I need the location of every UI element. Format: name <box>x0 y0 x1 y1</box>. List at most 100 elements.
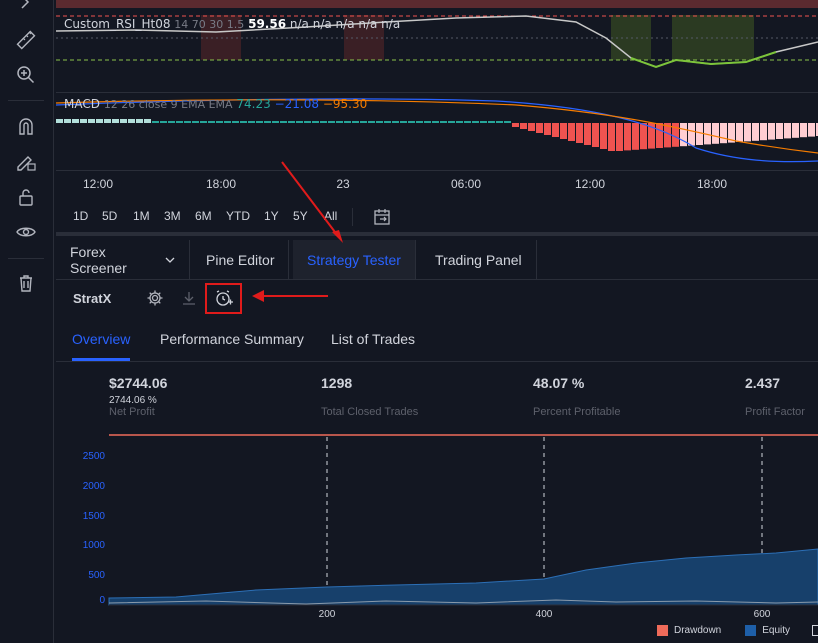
tab-label: Strategy Tester <box>307 251 401 268</box>
macd-histogram-bar <box>216 121 223 123</box>
range-1d[interactable]: 1D <box>73 209 89 223</box>
range-5y[interactable]: 5Y <box>293 209 308 223</box>
rsi-value: 59.56 <box>248 17 287 31</box>
macd-histogram-bar <box>472 121 479 123</box>
chevron-down-icon[interactable] <box>165 252 175 268</box>
y-tick: 1500 <box>83 511 106 522</box>
legend-equity[interactable]: Equity <box>762 625 791 636</box>
macd-histogram-bar <box>384 121 391 123</box>
buy-hold-swatch[interactable] <box>812 625 818 636</box>
tab-trading-panel[interactable]: Trading Panel <box>421 240 537 279</box>
macd-histogram-bar <box>488 121 495 123</box>
range-3m[interactable]: 3M <box>164 209 181 223</box>
tab-label: Trading Panel <box>435 251 522 268</box>
macd-histogram-bar <box>600 123 607 149</box>
rsi-name: Custom_RSI_Ht08 <box>64 17 171 31</box>
macd-histogram-bar <box>224 121 231 123</box>
subtab-performance-summary[interactable]: Performance Summary <box>160 331 304 347</box>
macd-histogram-bar <box>320 121 327 123</box>
macd-histogram-bar <box>536 123 543 133</box>
chevron-icon[interactable] <box>12 0 40 16</box>
equity-swatch <box>745 625 757 636</box>
closed-trades-value: 1298 <box>321 375 353 391</box>
macd-histogram-bar <box>808 123 815 137</box>
range-5d[interactable]: 5D <box>102 209 118 223</box>
percent-profitable-label: Percent Profitable <box>533 406 621 418</box>
macd-histogram-bar <box>96 119 103 123</box>
macd-histogram-bar <box>328 121 335 123</box>
subtab-overview[interactable]: Overview <box>72 331 131 347</box>
ruler-icon[interactable] <box>12 26 40 54</box>
tab-forex-screener[interactable]: Forex Screener <box>56 240 190 279</box>
macd-histogram-bar <box>296 121 303 123</box>
range-1m[interactable]: 1M <box>133 209 150 223</box>
stat-profit-factor: 2.437 Profit Factor <box>745 375 805 418</box>
macd-histogram-bar <box>128 119 135 123</box>
trash-icon[interactable] <box>12 269 40 297</box>
y-tick: 2500 <box>83 451 106 462</box>
macd-histogram-bar <box>312 121 319 123</box>
profit-factor-value: 2.437 <box>745 375 781 391</box>
legend-drawdown[interactable]: Drawdown <box>674 625 722 636</box>
macd-histogram-bar <box>144 119 151 123</box>
macd-histogram-bar <box>168 121 175 123</box>
strategy-name[interactable]: StratX <box>73 291 112 306</box>
rsi-legend: Custom_RSI_Ht08 14 70 30 1.5 59.56 n/a n… <box>64 17 400 31</box>
macd-histogram-bar <box>56 119 63 123</box>
macd-value-1: 74.23 <box>236 97 271 111</box>
macd-histogram-bar <box>112 119 119 123</box>
net-profit-label: Net Profit <box>109 406 155 418</box>
range-1y[interactable]: 1Y <box>264 209 279 223</box>
macd-histogram-bar <box>64 119 71 123</box>
profit-factor-label: Profit Factor <box>745 406 805 418</box>
time-axis: 12:00 18:00 23 06:00 12:00 18:00 <box>56 170 818 200</box>
macd-histogram-bar <box>672 123 679 147</box>
macd-histogram-bar <box>176 121 183 123</box>
range-all[interactable]: All <box>324 209 338 223</box>
macd-histogram-bar <box>272 121 279 123</box>
macd-pane: MACD 12 26 close 9 EMA EMA 74.23 −21.08 … <box>56 92 818 170</box>
macd-histogram-bar <box>352 121 359 123</box>
add-alert-icon[interactable] <box>214 289 234 312</box>
eye-icon[interactable] <box>12 218 40 246</box>
macd-histogram-bar <box>792 123 799 138</box>
macd-histogram-bar <box>120 119 127 123</box>
macd-histogram-bar <box>720 123 727 144</box>
bottom-panel-tabs: Forex Screener Pine Editor Strategy Test… <box>56 240 818 280</box>
macd-histogram-bar <box>480 121 487 123</box>
equity-plot: 2500 2000 1500 1000 500 0 200 400 600 <box>83 434 818 620</box>
main-area: Custom_RSI_Ht08 14 70 30 1.5 59.56 n/a n… <box>56 0 818 643</box>
macd-histogram-bar <box>200 121 207 123</box>
subtab-list-of-trades[interactable]: List of Trades <box>331 331 416 347</box>
macd-histogram-bar <box>504 121 511 123</box>
macd-histogram-bar <box>496 121 503 123</box>
gear-icon[interactable] <box>146 289 164 312</box>
magnet-icon[interactable] <box>12 112 40 140</box>
x-tick: 400 <box>536 609 553 620</box>
macd-value-2: −21.08 <box>274 97 319 111</box>
lock-icon[interactable] <box>12 183 40 211</box>
date-range-bar: 1D 5D 1M 3M 6M YTD 1Y 5Y All <box>56 200 818 236</box>
macd-histogram-bar <box>616 123 623 151</box>
macd-histogram-bar <box>696 123 703 145</box>
stat-net-profit: $2744.06 2744.06 % Net Profit <box>109 375 167 418</box>
tab-strategy-tester[interactable]: Strategy Tester <box>293 240 416 279</box>
range-ytd[interactable]: YTD <box>226 209 250 223</box>
equity-area <box>108 548 818 606</box>
macd-histogram-bar <box>528 123 535 131</box>
pencil-lock-icon[interactable] <box>12 147 40 175</box>
macd-params: 12 26 close 9 EMA EMA <box>103 98 233 111</box>
time-label: 18:00 <box>696 177 728 191</box>
macd-histogram-bar <box>248 121 255 123</box>
zoom-in-icon[interactable] <box>12 61 40 89</box>
range-6m[interactable]: 6M <box>195 209 212 223</box>
equity-chart: 2500 2000 1500 1000 500 0 200 400 600 Dr… <box>56 425 818 643</box>
goto-date-icon[interactable] <box>372 207 392 232</box>
macd-histogram-bar <box>656 123 663 148</box>
macd-histogram-bar <box>280 121 287 123</box>
tab-pine-editor[interactable]: Pine Editor <box>192 240 290 279</box>
download-icon[interactable] <box>180 289 198 312</box>
strategy-toolbar: StratX <box>56 281 818 317</box>
macd-histogram-bar <box>760 123 767 141</box>
tab-label: Forex Screener <box>70 243 127 276</box>
